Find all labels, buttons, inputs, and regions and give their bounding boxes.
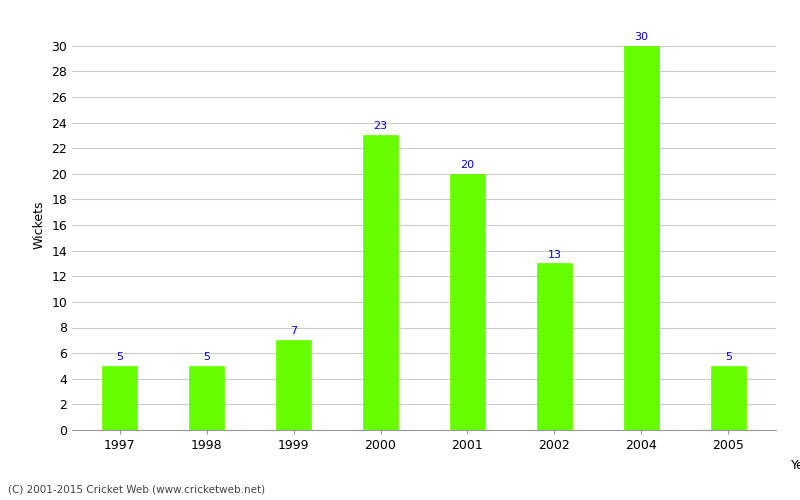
Bar — [624, 46, 658, 430]
Bar — [537, 264, 572, 430]
Text: 30: 30 — [634, 32, 648, 42]
Bar — [276, 340, 311, 430]
Text: 23: 23 — [374, 122, 388, 132]
Text: 5: 5 — [725, 352, 732, 362]
Bar — [102, 366, 137, 430]
Text: 7: 7 — [290, 326, 297, 336]
Bar — [363, 136, 398, 430]
Y-axis label: Wickets: Wickets — [33, 200, 46, 249]
Text: 5: 5 — [203, 352, 210, 362]
X-axis label: Year: Year — [791, 458, 800, 471]
Text: 13: 13 — [547, 250, 562, 260]
Text: 5: 5 — [116, 352, 123, 362]
Bar — [190, 366, 224, 430]
Text: (C) 2001-2015 Cricket Web (www.cricketweb.net): (C) 2001-2015 Cricket Web (www.cricketwe… — [8, 485, 265, 495]
Text: 20: 20 — [460, 160, 474, 170]
Bar — [711, 366, 746, 430]
Bar — [450, 174, 485, 430]
